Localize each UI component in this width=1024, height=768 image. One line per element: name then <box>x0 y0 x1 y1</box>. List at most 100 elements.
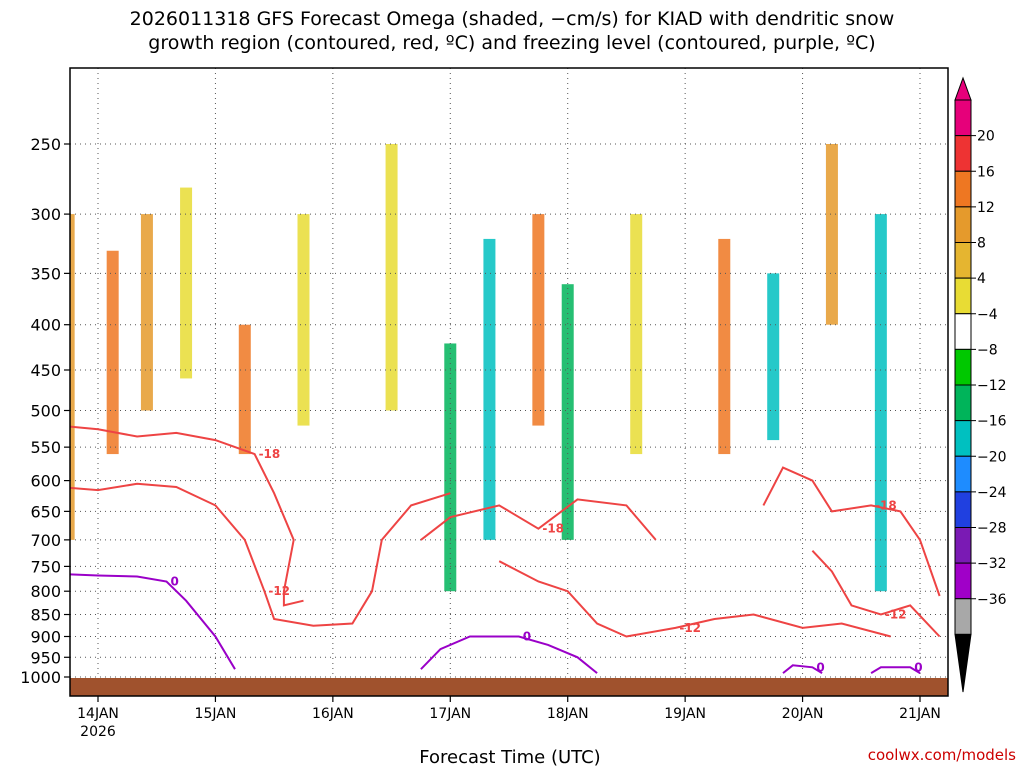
title-line-2: growth region (contoured, red, ºC) and f… <box>148 32 875 54</box>
plot-background <box>70 68 948 696</box>
x-tick-label-15JAN: 15JAN <box>195 706 237 722</box>
colorbar-label-8: −16 <box>977 414 1007 430</box>
dendritic-contour-1 <box>70 482 451 627</box>
colorbar-segment-7 <box>954 348 972 386</box>
omega-shading <box>70 144 887 592</box>
colorbar-segment-12 <box>954 527 972 564</box>
freezing-contour-label-1: 0 <box>523 629 531 643</box>
colorbar-segment-9 <box>954 420 972 457</box>
colorbar-top-arrow <box>954 76 972 101</box>
dendritic-contour-label-0: -18 <box>259 447 281 461</box>
colorbar-segment-5 <box>954 277 972 315</box>
omega-column-14 <box>825 144 838 325</box>
y-tick-label-700: 700 <box>30 531 61 550</box>
freezing-contour-2 <box>782 664 823 674</box>
dendritic-contour-4 <box>762 466 941 597</box>
omega-column-6 <box>385 144 398 411</box>
y-tick-label-400: 400 <box>30 316 61 335</box>
freezing-contour-3 <box>870 666 921 674</box>
colorbar-label-7: −12 <box>977 378 1007 394</box>
omega-column-5 <box>297 214 310 426</box>
colorbar-label-6: −8 <box>977 342 998 358</box>
omega-column-4 <box>238 324 251 455</box>
y-tick-label-750: 750 <box>30 557 61 576</box>
plot-area: -18 -12 -18 -12 -18 -12 0 0 0 0 <box>70 68 948 696</box>
omega-column-1 <box>106 250 119 455</box>
dendritic-contour-label-3: -12 <box>679 621 701 635</box>
x-tick-label-17JAN: 17JAN <box>429 706 471 722</box>
colorbar-label-4: 4 <box>977 271 986 287</box>
colorbar-label-5: −4 <box>977 307 998 323</box>
y-tick-label-900: 900 <box>30 627 61 646</box>
colorbar-label-2: 12 <box>977 200 995 216</box>
colorbar: 20 16 12 8 4 −4 −8 −12 −16 −20 −24 −28 −32 −36 <box>954 76 1007 693</box>
x-tick-label-16JAN: 16JAN <box>312 706 354 722</box>
y-tick-label-250: 250 <box>30 135 61 154</box>
colorbar-segment-0 <box>954 99 972 137</box>
plot-frame <box>69 67 949 697</box>
colorbar-segment-8 <box>954 384 972 422</box>
y-tick-label-800: 800 <box>30 582 61 601</box>
y-tick-label-450: 450 <box>30 361 61 380</box>
y-tick-label-300: 300 <box>30 205 61 224</box>
omega-column-7 <box>444 343 457 592</box>
omega-column-9 <box>532 214 545 426</box>
colorbar-label-1: 16 <box>977 164 995 180</box>
colorbar-segment-11 <box>954 491 972 528</box>
x-tick-sublabel-2026: 2026 <box>80 724 116 740</box>
dendritic-contour-5 <box>811 550 941 638</box>
y-tick-label-850: 850 <box>30 606 61 625</box>
dendritic-contour-label-2: -18 <box>542 522 564 536</box>
x-tick-label-18JAN: 18JAN <box>547 706 589 722</box>
colorbar-segment-3 <box>954 206 972 243</box>
y-tick-label-1000: 1000 <box>20 668 61 687</box>
colorbar-label-12: −32 <box>977 556 1007 572</box>
dendritic-contour-label-1: -12 <box>268 584 290 598</box>
x-axis: 14JAN 2026 15JAN 16JAN 17JAN 18JAN 19JAN 20JAN 2… <box>77 696 941 740</box>
colorbar-segment-1 <box>954 135 972 172</box>
dendritic-contour-2 <box>420 498 657 541</box>
omega-column-10 <box>561 284 574 540</box>
x-tick-label-19JAN: 19JAN <box>664 706 706 722</box>
omega-column-15 <box>874 214 887 592</box>
x-tick-label-14JAN: 14JAN <box>77 706 119 722</box>
omega-column-11 <box>630 214 643 455</box>
omega-column-0 <box>70 214 75 540</box>
freezing-contour-0 <box>70 573 236 670</box>
freezing-contour-1 <box>420 635 598 674</box>
colorbar-segment-6 <box>954 313 972 350</box>
title-line-1: 2026011318 GFS Forecast Omega (shaded, −… <box>130 8 895 30</box>
freezing-contour-label-2: 0 <box>816 660 824 674</box>
y-tick-label-600: 600 <box>30 472 61 491</box>
y-tick-label-550: 550 <box>30 438 61 457</box>
x-tick-label-21JAN: 21JAN <box>899 706 941 722</box>
dendritic-contour-0 <box>70 425 304 607</box>
colorbar-segment-13 <box>954 562 972 600</box>
y-tick-label-650: 650 <box>30 502 61 521</box>
colorbar-label-13: −36 <box>977 592 1007 608</box>
ground-band <box>70 678 948 696</box>
colorbar-segment-14 <box>954 598 972 635</box>
y-tick-label-350: 350 <box>30 264 61 283</box>
colorbar-segment-2 <box>954 170 972 208</box>
y-axis: 250 300 350 400 450 500 550 600 650 700 750 800 850 9… <box>20 135 70 687</box>
dendritic-contour-label-4: -18 <box>875 498 897 512</box>
omega-column-13 <box>767 273 780 441</box>
colorbar-label-10: −24 <box>977 485 1007 501</box>
omega-column-8 <box>483 238 496 540</box>
colorbar-label-0: 20 <box>977 129 995 145</box>
dendritic-contour-3 <box>498 560 891 638</box>
y-tick-label-500: 500 <box>30 402 61 421</box>
omega-column-12 <box>718 238 731 455</box>
y-tick-label-950: 950 <box>30 648 61 667</box>
contour-lines: -18 -12 -18 -12 -18 -12 0 0 0 0 <box>70 425 941 674</box>
x-tick-label-20JAN: 20JAN <box>782 706 824 722</box>
omega-column-3 <box>180 187 193 379</box>
dendritic-contour-label-5: -12 <box>885 608 907 622</box>
colorbar-segment-10 <box>954 455 972 493</box>
colorbar-segment-4 <box>954 242 972 279</box>
colorbar-bottom-arrow <box>954 633 972 693</box>
freezing-contour-label-0: 0 <box>171 574 179 588</box>
colorbar-label-3: 8 <box>977 236 986 252</box>
